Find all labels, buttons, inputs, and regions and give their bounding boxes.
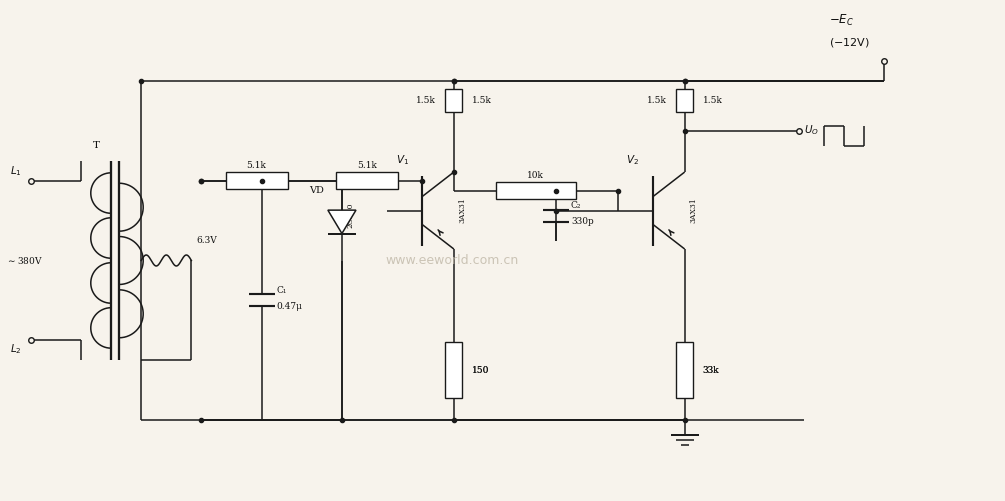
Text: 3AX31: 3AX31 <box>689 198 697 223</box>
Text: 1.5k: 1.5k <box>416 96 436 105</box>
Text: VD: VD <box>309 186 324 195</box>
Text: T: T <box>92 141 99 150</box>
Bar <box>445 89 462 112</box>
Text: 1.5k: 1.5k <box>646 96 666 105</box>
Text: $\sim$380V: $\sim$380V <box>6 255 42 266</box>
Text: $(-12\mathrm{V})$: $(-12\mathrm{V})$ <box>829 36 869 49</box>
Text: 150: 150 <box>472 366 489 375</box>
Text: 5.1k: 5.1k <box>357 161 377 170</box>
Text: 2CP10: 2CP10 <box>347 203 355 228</box>
Text: $-E_C$: $-E_C$ <box>829 13 853 28</box>
Bar <box>495 182 576 199</box>
Text: 1.5k: 1.5k <box>702 96 723 105</box>
Text: 0.47μ: 0.47μ <box>276 302 303 311</box>
Text: C₁: C₁ <box>276 286 287 295</box>
Polygon shape <box>328 210 356 233</box>
Bar <box>676 342 693 398</box>
Text: $V_1$: $V_1$ <box>396 154 409 167</box>
Bar <box>336 172 398 189</box>
Text: $U_O$: $U_O$ <box>804 124 819 137</box>
Text: $V_2$: $V_2$ <box>626 154 639 167</box>
Text: $L_2$: $L_2$ <box>10 343 21 356</box>
Bar <box>226 172 287 189</box>
Text: 5.1k: 5.1k <box>246 161 266 170</box>
Text: $L_1$: $L_1$ <box>10 165 22 178</box>
Text: C₂: C₂ <box>571 201 582 210</box>
Text: 33k: 33k <box>702 366 720 375</box>
Bar <box>445 342 462 398</box>
Bar <box>676 89 693 112</box>
Text: 3AX31: 3AX31 <box>459 198 467 223</box>
Text: www.eeworld.com.cn: www.eeworld.com.cn <box>386 254 519 267</box>
Text: 6.3V: 6.3V <box>196 236 217 245</box>
Text: 33k: 33k <box>702 366 720 375</box>
Text: 10k: 10k <box>528 171 545 180</box>
Text: 1.5k: 1.5k <box>472 96 491 105</box>
Text: 150: 150 <box>472 366 489 375</box>
Text: 330p: 330p <box>571 217 594 226</box>
